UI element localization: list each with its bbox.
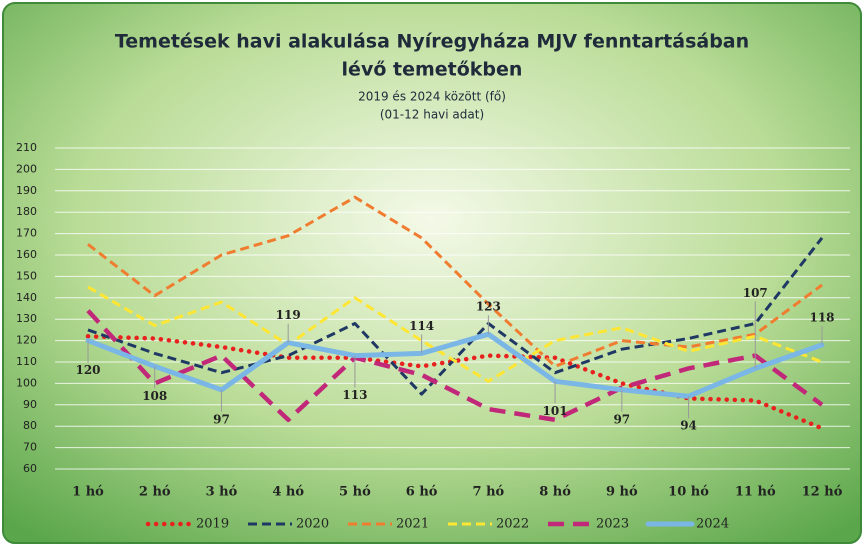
y-tick-label: 80 [23, 419, 37, 432]
data-label: 101 [543, 404, 568, 418]
y-tick-label: 110 [16, 355, 37, 368]
x-tick-label: 1 hó [72, 485, 104, 500]
y-tick-label: 120 [16, 334, 37, 347]
x-tick-label: 3 hó [206, 485, 238, 500]
chart-subtitle: (01-12 havi adat) [380, 108, 484, 122]
y-tick-label: 130 [16, 312, 37, 325]
chart-background [2, 2, 862, 544]
data-label: 97 [213, 412, 230, 426]
data-label: 123 [476, 300, 501, 314]
y-tick-label: 170 [16, 227, 37, 240]
x-tick-label: 2 hó [139, 485, 171, 500]
data-label: 120 [75, 363, 100, 377]
legend-label: 2024 [696, 517, 729, 532]
x-tick-label: 8 hó [539, 485, 571, 500]
x-tick-label: 11 hó [735, 485, 776, 500]
y-tick-label: 150 [16, 269, 37, 282]
x-tick-label: 4 hó [272, 485, 304, 500]
y-tick-label: 140 [16, 291, 37, 304]
series-line [87, 195, 823, 368]
data-label: 118 [809, 310, 834, 324]
y-tick-label: 190 [16, 184, 37, 197]
y-tick-label: 90 [23, 398, 37, 411]
series-line [85, 334, 825, 431]
data-label: 107 [743, 286, 768, 300]
data-label: 119 [276, 308, 301, 322]
y-tick-label: 200 [16, 162, 37, 175]
series-line [87, 285, 823, 383]
series-line [87, 236, 824, 396]
data-label: 94 [680, 419, 697, 433]
chart-title: lévő temetőkben [342, 59, 523, 81]
data-label: 113 [342, 388, 367, 402]
y-tick-label: 160 [16, 248, 37, 261]
x-tick-label: 12 hó [802, 485, 843, 500]
x-tick-label: 6 hó [406, 485, 438, 500]
legend-label: 2022 [496, 517, 529, 532]
legend-label: 2023 [596, 517, 629, 532]
data-label: 114 [409, 319, 434, 333]
x-tick-label: 5 hó [339, 485, 371, 500]
legend-label: 2021 [396, 517, 429, 532]
y-tick-label: 100 [16, 376, 37, 389]
legend-label: 2019 [196, 517, 229, 532]
data-label: 108 [142, 389, 167, 403]
chart-subtitle: 2019 és 2024 között (fő) [358, 90, 506, 104]
x-tick-label: 10 hó [668, 485, 709, 500]
y-tick-label: 180 [16, 205, 37, 218]
x-tick-label: 7 hó [473, 485, 505, 500]
legend-label: 2020 [296, 517, 329, 532]
series-line [86, 309, 824, 423]
x-tick-label: 9 hó [606, 485, 638, 500]
data-label: 97 [613, 412, 630, 426]
series-line [85, 331, 825, 399]
y-tick-label: 210 [16, 141, 37, 154]
y-tick-label: 60 [23, 462, 37, 475]
chart-title: Temetések havi alakulása Nyíregyháza MJV… [115, 31, 749, 53]
y-tick-label: 70 [23, 441, 37, 454]
